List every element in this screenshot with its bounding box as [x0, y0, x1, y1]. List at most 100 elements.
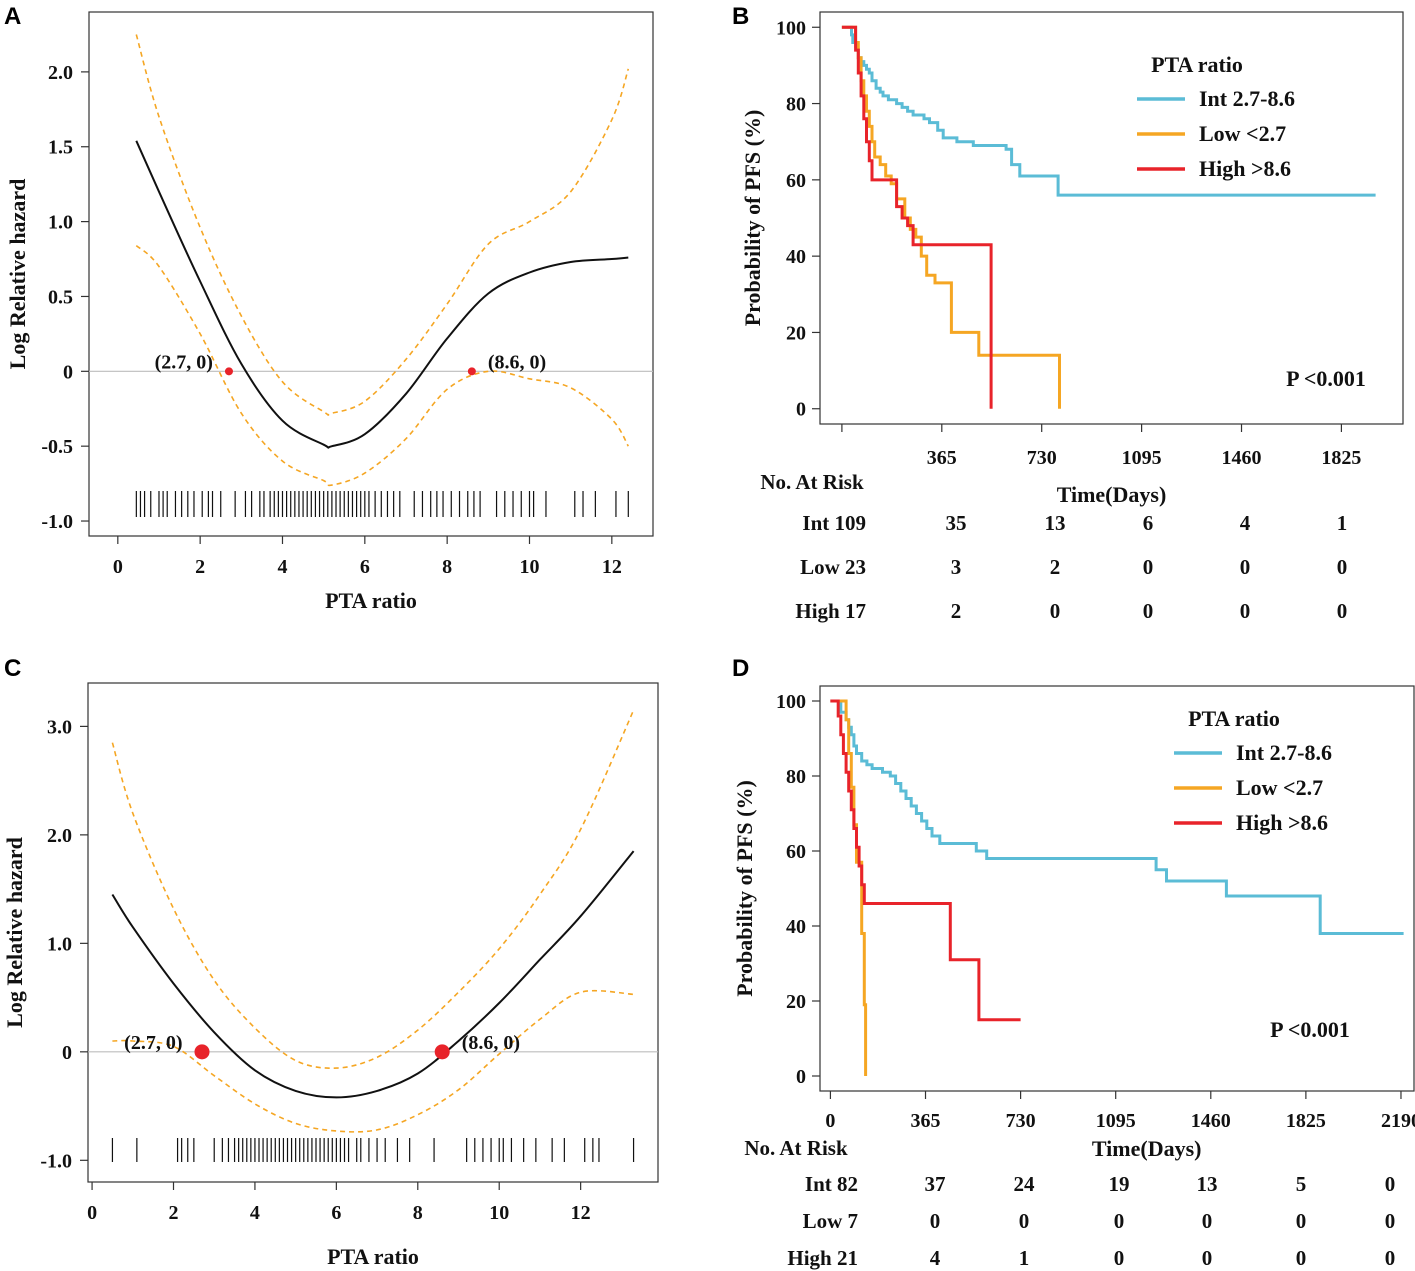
- risk-count: 24: [1014, 1172, 1036, 1196]
- confidence-band-upper: [111, 709, 635, 1069]
- confidence-band-lower: [112, 989, 634, 1133]
- y-tick-label: -1.0: [40, 1150, 72, 1172]
- legend-title: PTA ratio: [1188, 706, 1280, 731]
- risk-count: 0: [1050, 599, 1061, 623]
- y-axis-label: Probability of PFS (%): [740, 110, 765, 327]
- y-tick-label: -0.5: [41, 436, 73, 458]
- km-curve-low: [830, 699, 868, 1076]
- risk-count: 3: [951, 555, 962, 579]
- y-tick-label: 0: [63, 361, 73, 383]
- risk-count: 0: [1114, 1209, 1125, 1233]
- risk-count: 0: [1385, 1172, 1396, 1196]
- x-tick-label: 730: [1027, 447, 1057, 469]
- spline-fit-line: [111, 850, 635, 1099]
- x-tick-label: 1825: [1321, 447, 1361, 469]
- p-value-label: P <0.001: [1270, 1017, 1350, 1042]
- cutoff-point-label: (8.6, 0): [488, 351, 546, 373]
- risk-count: 0: [1296, 1246, 1307, 1270]
- y-tick-label: 60: [786, 170, 806, 192]
- risk-table-title: No. At Risk: [760, 470, 864, 494]
- risk-count: 19: [1109, 1172, 1130, 1196]
- risk-count: 4: [1240, 511, 1251, 535]
- x-tick-label: 1460: [1191, 1110, 1231, 1132]
- cutoff-point-label: (2.7, 0): [124, 1032, 182, 1054]
- y-tick-label: 1.5: [48, 137, 73, 159]
- risk-count: 0: [1337, 555, 1348, 579]
- risk-row-label: Low 7: [803, 1209, 858, 1233]
- cutoff-point: [467, 367, 476, 376]
- panel-letter-b: B: [732, 3, 749, 30]
- x-tick-label: 12: [602, 556, 622, 578]
- x-tick-label: 1825: [1286, 1110, 1326, 1132]
- y-axis-label: Log Relative hazard: [2, 837, 27, 1028]
- y-tick-label: 40: [786, 246, 806, 268]
- x-tick-label: 1095: [1096, 1110, 1136, 1132]
- risk-row-label: Int 82: [805, 1172, 858, 1196]
- plot-frame: [819, 685, 1415, 1092]
- risk-count: 5: [1296, 1172, 1307, 1196]
- y-tick-label: 0: [796, 1066, 806, 1088]
- y-tick-label: 100: [776, 691, 806, 713]
- x-axis-label: Time(Days): [1092, 1136, 1202, 1161]
- y-tick-label: 80: [786, 766, 806, 788]
- y-tick-label: 2.0: [48, 62, 73, 84]
- risk-count: 1: [1337, 511, 1348, 535]
- cutoff-point: [434, 1044, 450, 1060]
- y-tick-label: 0: [796, 399, 806, 421]
- x-tick-label: 8: [413, 1202, 423, 1224]
- cutoff-point: [194, 1044, 210, 1060]
- risk-count: 13: [1197, 1172, 1218, 1196]
- x-axis-label: PTA ratio: [325, 588, 417, 613]
- risk-count: 0: [1202, 1209, 1213, 1233]
- risk-count: 35: [946, 511, 967, 535]
- x-tick-label: 8: [442, 556, 452, 578]
- y-axis-label: Probability of PFS (%): [732, 780, 757, 997]
- y-tick-label: 0: [62, 1042, 72, 1064]
- y-tick-label: 20: [786, 991, 806, 1013]
- risk-count: 1: [1019, 1246, 1030, 1270]
- risk-count: 0: [1143, 599, 1154, 623]
- legend-entry-int: Int 2.7-8.6: [1199, 86, 1295, 111]
- legend-entry-high: High >8.6: [1199, 156, 1291, 181]
- panel-a-spline-chart: -1.0 -0.5 0 0.5 1.0 1.5 2.0 0 2 4 6 8 10 12 PTA ratio L…: [5, 11, 654, 613]
- x-tick-label: 6: [360, 556, 370, 578]
- risk-count: 0: [1114, 1246, 1125, 1270]
- risk-count: 6: [1143, 511, 1154, 535]
- x-tick-label: 1460: [1222, 447, 1262, 469]
- risk-table-title: No. At Risk: [744, 1136, 848, 1160]
- risk-row-label: Low 23: [800, 555, 866, 579]
- y-tick-label: 1.0: [47, 933, 72, 955]
- x-tick-label: 2190: [1381, 1110, 1415, 1132]
- km-curve-low: [841, 25, 1061, 409]
- confidence-band-lower: [135, 244, 629, 487]
- risk-count: 0: [930, 1209, 941, 1233]
- risk-count: 37: [925, 1172, 946, 1196]
- panel-letter-d: D: [732, 655, 749, 682]
- risk-row-label: High 17: [795, 599, 866, 623]
- risk-count: 0: [1385, 1209, 1396, 1233]
- p-value-label: P <0.001: [1286, 366, 1366, 391]
- x-tick-label: 10: [489, 1202, 509, 1224]
- x-tick-label: 12: [571, 1202, 591, 1224]
- x-tick-label: 2: [195, 556, 205, 578]
- legend-title: PTA ratio: [1151, 52, 1243, 77]
- risk-row-label: Int 109: [802, 511, 866, 535]
- cutoff-point: [224, 367, 233, 376]
- x-tick-label: 4: [277, 556, 287, 578]
- plot-frame: [819, 11, 1404, 425]
- x-axis-label: PTA ratio: [327, 1244, 419, 1269]
- risk-count: 2: [1050, 555, 1061, 579]
- km-curve-int: [841, 25, 1376, 197]
- risk-count: 0: [1337, 599, 1348, 623]
- spline-fit-line: [135, 140, 629, 449]
- risk-count: 0: [1143, 555, 1154, 579]
- legend-entry-low: Low <2.7: [1236, 775, 1323, 800]
- panel-d-km-chart: 02040608010003657301095146018252190Time(…: [732, 685, 1415, 1270]
- km-curve-high: [841, 25, 993, 409]
- cutoff-point-label: (2.7, 0): [155, 351, 213, 373]
- x-tick-label: 10: [519, 556, 539, 578]
- y-tick-label: -1.0: [41, 511, 73, 533]
- y-tick-label: 80: [786, 94, 806, 116]
- x-tick-label: 0: [113, 556, 123, 578]
- y-tick-label: 40: [786, 916, 806, 938]
